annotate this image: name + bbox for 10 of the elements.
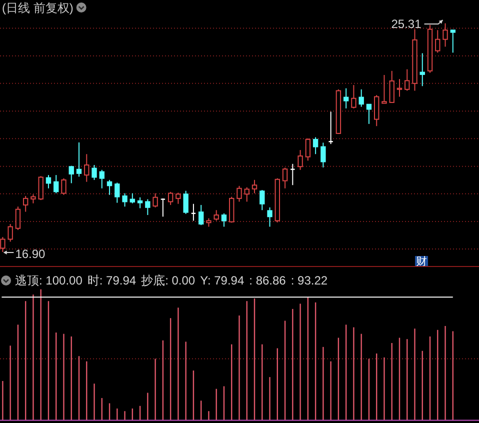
annotation: Y: 79.94 (200, 274, 244, 288)
annotation: 逃顶: 100.00 (15, 274, 82, 288)
annotation: 16.90 (15, 247, 46, 261)
annotation: 25.31 (391, 17, 422, 31)
annotation: : 86.86 (249, 274, 286, 288)
annotation: 抄底: 0.00 (141, 274, 196, 288)
title: (日线 前复权) (2, 1, 74, 15)
annotation: : 93.22 (290, 274, 328, 288)
annotation: 时: 79.94 (87, 274, 136, 288)
annotation: 财 (415, 256, 428, 268)
